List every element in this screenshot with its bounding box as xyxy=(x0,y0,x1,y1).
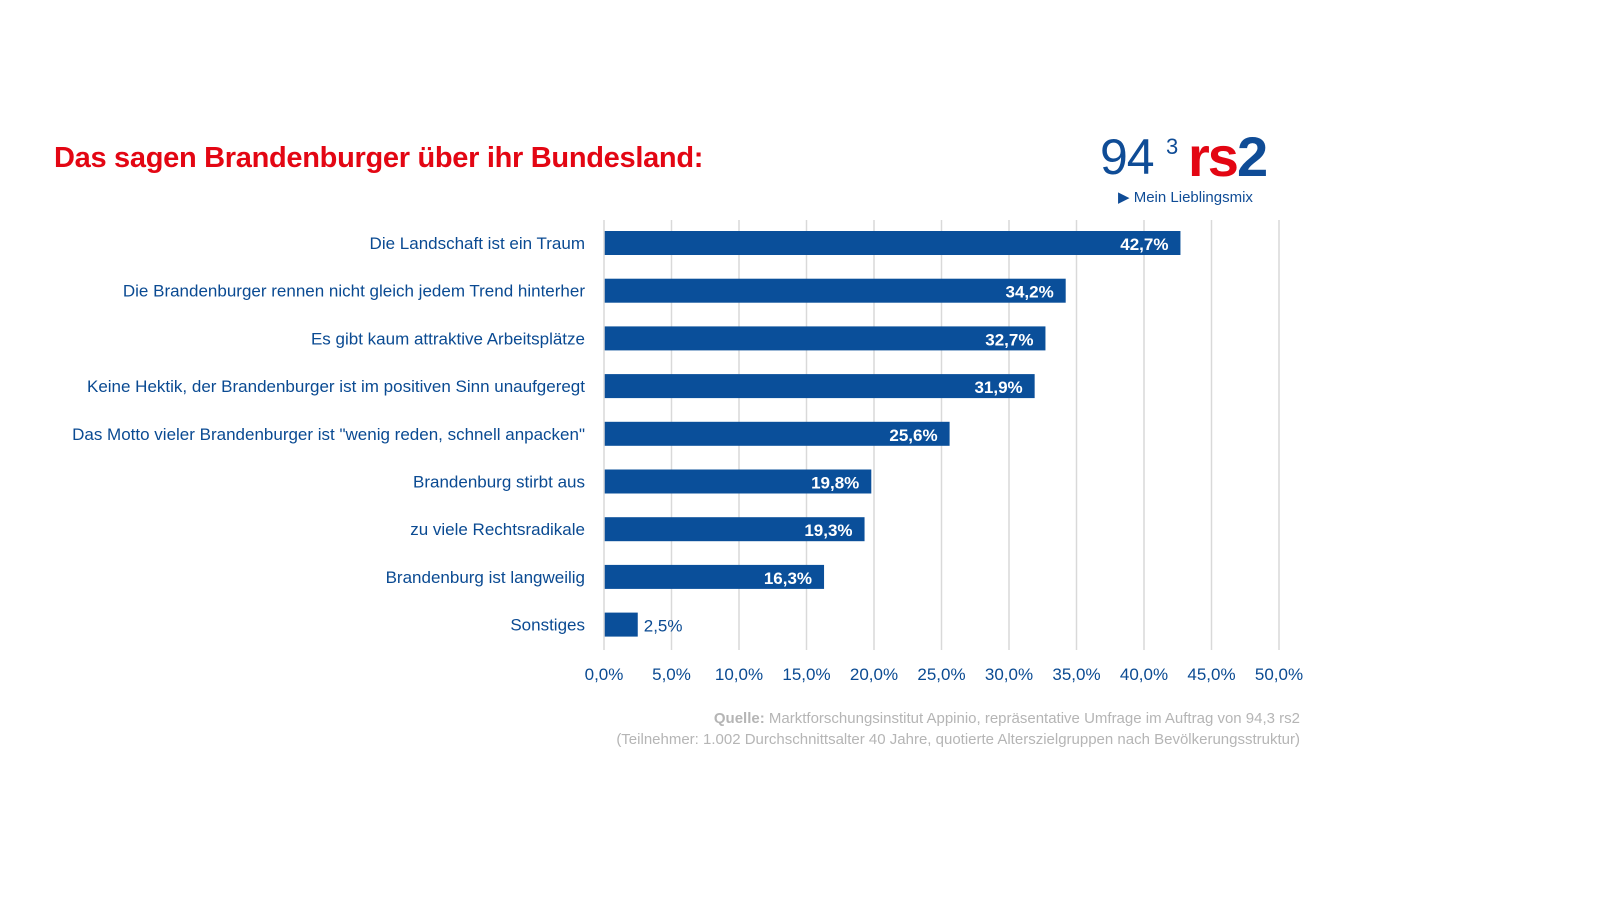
category-label: Keine Hektik, der Brandenburger ist im p… xyxy=(87,377,585,396)
bar xyxy=(604,469,872,494)
bar xyxy=(604,612,638,637)
chart-title: Das sagen Brandenburger über ihr Bundesl… xyxy=(54,142,704,174)
data-label: 19,8% xyxy=(811,474,859,493)
logo-tagline: ▶︎ Mein Lieblingsmix xyxy=(1118,189,1253,206)
tick-label: 10,0% xyxy=(715,665,763,684)
tick-label: 25,0% xyxy=(917,665,965,684)
category-label: Die Landschaft ist ein Traum xyxy=(370,234,585,253)
bar xyxy=(604,421,950,446)
bar xyxy=(604,564,825,589)
bar xyxy=(604,278,1066,303)
tick-label: 5,0% xyxy=(652,665,691,684)
bar xyxy=(604,326,1046,351)
category-label: Sonstiges xyxy=(510,616,585,635)
data-label: 2,5% xyxy=(644,617,683,636)
bar xyxy=(604,374,1035,399)
data-label: 16,3% xyxy=(764,569,812,588)
data-label: 42,7% xyxy=(1120,235,1168,254)
data-label: 25,6% xyxy=(889,426,937,445)
tick-label: 0,0% xyxy=(585,665,624,684)
data-label: 32,7% xyxy=(985,330,1033,349)
category-label: zu viele Rechtsradikale xyxy=(410,520,585,539)
play-icon: ▶︎ xyxy=(1118,189,1130,206)
source-note: Quelle: Marktforschungsinstitut Appinio,… xyxy=(616,710,1300,748)
data-label: 19,3% xyxy=(804,521,852,540)
tick-label: 35,0% xyxy=(1052,665,1100,684)
tick-label: 15,0% xyxy=(782,665,830,684)
bar xyxy=(604,231,1181,255)
tick-label: 40,0% xyxy=(1120,665,1168,684)
data-label: 34,2% xyxy=(1005,283,1053,302)
tick-label: 45,0% xyxy=(1187,665,1235,684)
category-label: Es gibt kaum attraktive Arbeitsplätze xyxy=(311,329,585,348)
data-label: 31,9% xyxy=(974,378,1022,397)
logo-number: 94 xyxy=(1100,129,1155,185)
category-label: Brandenburg ist langweilig xyxy=(386,568,585,587)
rs2-logo: 94 3 rs2 ▶︎ Mein Lieblingsmix xyxy=(1100,125,1290,208)
bar xyxy=(604,517,865,542)
tick-label: 50,0% xyxy=(1255,665,1303,684)
category-label: Das Motto vieler Brandenburger ist "weni… xyxy=(72,425,585,444)
category-label: Die Brandenburger rennen nicht gleich je… xyxy=(123,282,585,301)
category-label: Brandenburg stirbt aus xyxy=(413,473,585,492)
logo-brand: rs2 xyxy=(1188,125,1268,188)
logo-superscript: 3 xyxy=(1166,134,1179,159)
tick-label: 20,0% xyxy=(850,665,898,684)
tick-label: 30,0% xyxy=(985,665,1033,684)
